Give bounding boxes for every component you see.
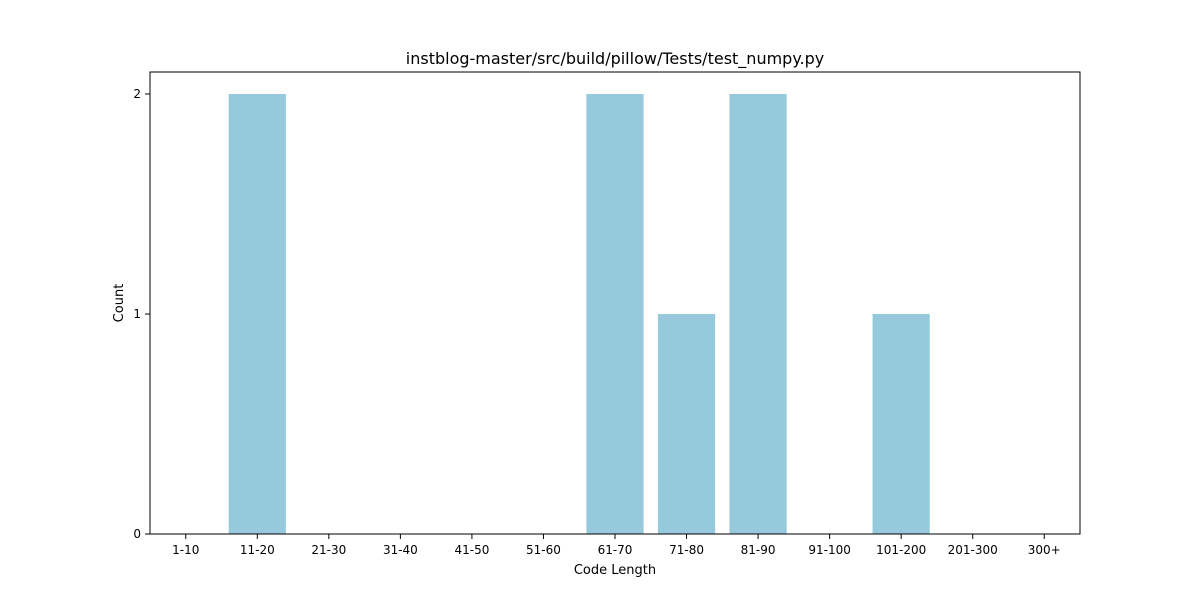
x-tick-label: 61-70 (598, 543, 633, 557)
chart-title: instblog-master/src/build/pillow/Tests/t… (406, 49, 824, 69)
x-tick-label: 1-10 (172, 543, 199, 557)
x-tick-label: 11-20 (240, 543, 275, 557)
x-tick-label: 81-90 (741, 543, 776, 557)
bar-81-90 (729, 94, 786, 534)
x-tick-label: 31-40 (383, 543, 418, 557)
x-tick-label: 51-60 (526, 543, 561, 557)
x-tick-label: 201-300 (948, 543, 998, 557)
bar-71-80 (658, 314, 715, 534)
bar-61-70 (586, 94, 643, 534)
x-tick-label: 21-30 (311, 543, 346, 557)
x-tick-label: 41-50 (454, 543, 489, 557)
x-tick-label: 300+ (1028, 543, 1061, 557)
bar-101-200 (873, 314, 930, 534)
y-tick-label: 0 (133, 527, 141, 541)
x-axis-label: Code Length (574, 563, 656, 578)
x-tick-label: 91-100 (808, 543, 851, 557)
y-tick-label: 1 (133, 307, 141, 321)
x-tick-label: 71-80 (669, 543, 704, 557)
bar-11-20 (229, 94, 286, 534)
y-axis-label: Count (112, 284, 127, 323)
x-tick-label: 101-200 (876, 543, 926, 557)
y-tick-label: 2 (133, 87, 141, 101)
